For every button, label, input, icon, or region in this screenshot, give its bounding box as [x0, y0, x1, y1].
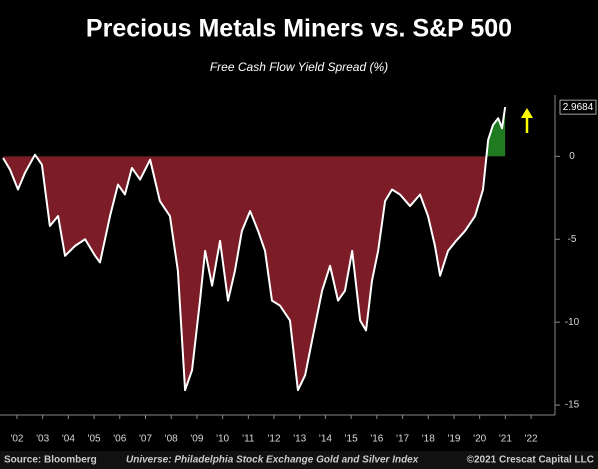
x-tick-label: '02: [10, 434, 23, 445]
x-tick-label: '11: [242, 434, 255, 445]
arrow: [521, 108, 533, 133]
x-tick-label: '05: [88, 434, 101, 445]
x-tick-label: '10: [216, 434, 229, 445]
y-tick-label: -15: [565, 400, 580, 411]
x-tick-label: '20: [473, 434, 486, 445]
x-tick-label: '08: [165, 434, 178, 445]
x-tick-label: '22: [525, 434, 538, 445]
x-tick-label: '15: [345, 434, 358, 445]
x-tick-label: '14: [319, 434, 332, 445]
last-value-box: [559, 99, 597, 115]
x-tick-label: '06: [113, 434, 126, 445]
y-tick-label: -10: [565, 317, 580, 328]
source: Source: Bloomberg: [4, 455, 97, 466]
y-tick-label: -5: [568, 234, 577, 245]
x-tick-label: '09: [190, 434, 203, 445]
arrow-head: [521, 108, 533, 118]
x-tick-label: '07: [139, 434, 152, 445]
x-tick-label: '12: [268, 434, 281, 445]
y-tick-label: 0: [569, 151, 575, 162]
x-tick-label: '18: [422, 434, 435, 445]
x-tick-label: '04: [62, 434, 75, 445]
chart-title: Precious Metals Miners vs. S&P 500: [86, 15, 512, 43]
x-tick-label: '19: [447, 434, 460, 445]
x-tick-label: '16: [370, 434, 383, 445]
last-value-label: 2.9684: [563, 102, 594, 113]
x-tick-label: '03: [36, 434, 49, 445]
x-tick-label: '13: [293, 434, 306, 445]
line: [2, 106, 507, 392]
credit: ©2021 Crescat Capital LLC: [467, 455, 594, 466]
area-negative: [3, 156, 487, 391]
footer-band: [0, 451, 598, 469]
chart-subtitle: Free Cash Flow Yield Spread (%): [210, 60, 388, 74]
x-tick-label: '21: [499, 434, 512, 445]
note: Universe: Philadelphia Stock Exchange Go…: [126, 455, 419, 466]
x-tick-label: '17: [396, 434, 409, 445]
